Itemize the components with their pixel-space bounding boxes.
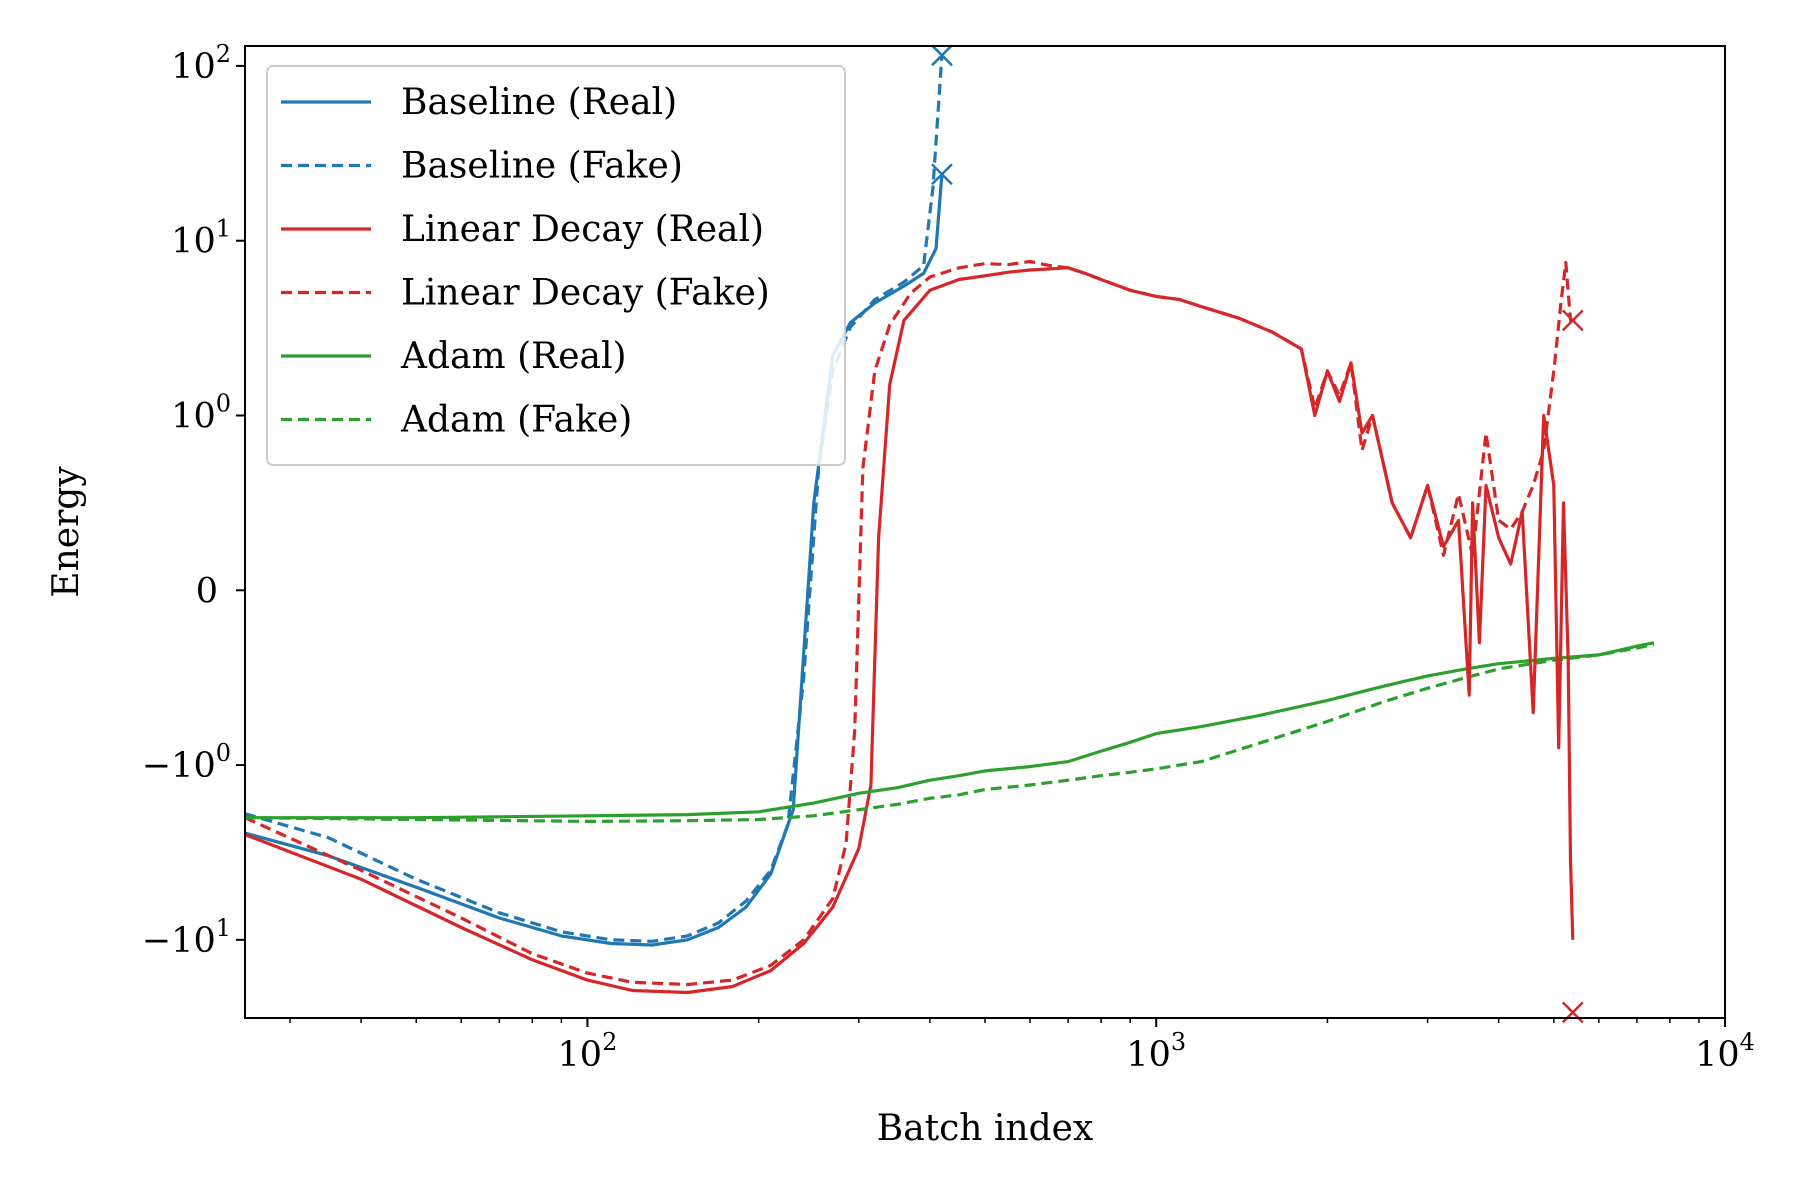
series-linear-decay-fake (245, 259, 1573, 987)
x-tick-label: 103 (1126, 1028, 1186, 1075)
y-tick-label: −100 (142, 739, 231, 786)
y-tick-label: 0 (196, 571, 218, 611)
legend-label: Adam (Real) (400, 336, 627, 377)
y-tick-label: −101 (142, 914, 231, 961)
legend-box (266, 65, 846, 466)
series-adam-fake (245, 642, 1655, 824)
end-marker (1561, 1001, 1584, 1024)
end-marker (931, 44, 953, 67)
legend-label: Adam (Fake) (400, 400, 632, 441)
series-baseline-fake (245, 55, 944, 943)
legend-label: Linear Decay (Fake) (401, 273, 770, 314)
y-tick-label: 100 (171, 389, 231, 436)
linear-decay-real-continuation (1067, 266, 1575, 940)
marker-layer (931, 44, 1584, 1024)
series-adam-real (245, 641, 1655, 820)
legend-label: Baseline (Real) (401, 82, 677, 123)
y-tick-label: 101 (171, 215, 231, 262)
y-axis: 102 101 100 0 −100 −101 (142, 40, 245, 961)
series-linear-decay-real (245, 266, 1069, 995)
series-baseline-real (245, 174, 944, 947)
y-axis-label: Energy (46, 466, 87, 598)
series-layer (245, 55, 1655, 995)
legend: Baseline (Real) Baseline (Fake) Linear Dec… (266, 65, 846, 466)
legend-label: Baseline (Fake) (401, 146, 683, 187)
legend-label: Linear Decay (Real) (401, 209, 764, 250)
x-axis: 102 103 104 (289, 1018, 1755, 1075)
x-tick-label: 104 (1695, 1028, 1755, 1075)
x-tick-label: 102 (558, 1028, 618, 1075)
end-marker (931, 163, 953, 186)
y-tick-label: 102 (171, 40, 231, 87)
x-axis-label: Batch index (877, 1108, 1094, 1149)
end-marker (1561, 309, 1584, 332)
